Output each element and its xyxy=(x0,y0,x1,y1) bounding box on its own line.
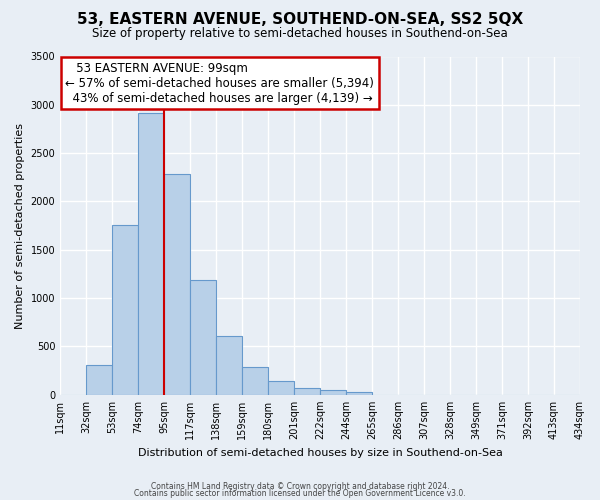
Bar xyxy=(190,280,216,395)
Bar xyxy=(320,390,346,395)
Bar xyxy=(346,392,372,395)
Bar xyxy=(216,336,242,395)
Text: 53 EASTERN AVENUE: 99sqm
← 57% of semi-detached houses are smaller (5,394)
  43%: 53 EASTERN AVENUE: 99sqm ← 57% of semi-d… xyxy=(65,62,374,104)
Bar xyxy=(242,367,268,395)
Bar xyxy=(268,381,294,395)
Bar xyxy=(112,224,138,395)
Y-axis label: Number of semi-detached properties: Number of semi-detached properties xyxy=(15,122,25,328)
X-axis label: Distribution of semi-detached houses by size in Southend-on-Sea: Distribution of semi-detached houses by … xyxy=(137,448,503,458)
Text: Contains public sector information licensed under the Open Government Licence v3: Contains public sector information licen… xyxy=(134,489,466,498)
Bar xyxy=(164,174,190,395)
Bar xyxy=(86,365,112,395)
Bar xyxy=(294,388,320,395)
Bar xyxy=(138,112,164,395)
Text: Size of property relative to semi-detached houses in Southend-on-Sea: Size of property relative to semi-detach… xyxy=(92,28,508,40)
Text: Contains HM Land Registry data © Crown copyright and database right 2024.: Contains HM Land Registry data © Crown c… xyxy=(151,482,449,491)
Text: 53, EASTERN AVENUE, SOUTHEND-ON-SEA, SS2 5QX: 53, EASTERN AVENUE, SOUTHEND-ON-SEA, SS2… xyxy=(77,12,523,28)
